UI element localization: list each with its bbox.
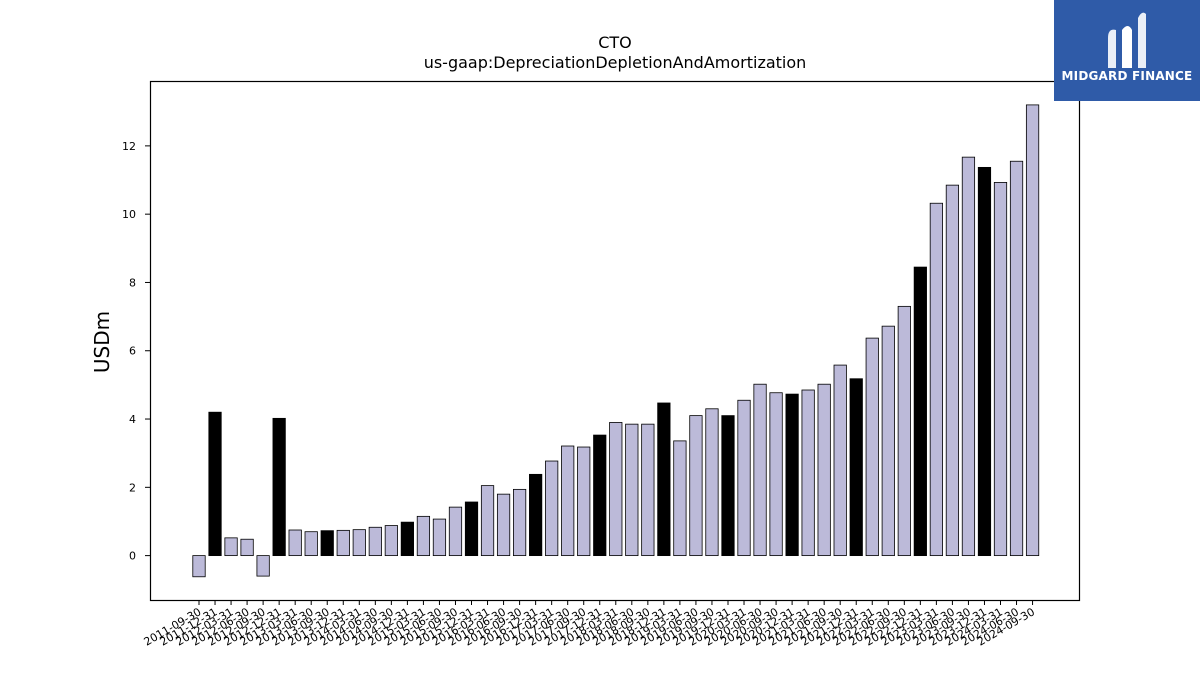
bar	[961, 156, 976, 557]
bar	[849, 378, 863, 557]
y-tick-label: 6	[129, 345, 136, 358]
bar	[929, 202, 943, 557]
midgard-logo-icon	[1108, 12, 1146, 68]
bar	[272, 417, 286, 557]
bar	[769, 392, 783, 557]
bar	[785, 393, 799, 557]
bar	[432, 518, 447, 557]
bar	[336, 529, 350, 557]
bar	[945, 184, 960, 557]
bar	[416, 515, 431, 557]
bar	[625, 423, 639, 557]
bar	[192, 555, 206, 578]
chart-title: CTO	[598, 33, 632, 52]
bar	[545, 460, 559, 557]
bar	[561, 445, 575, 557]
bar	[320, 530, 334, 557]
bar	[304, 531, 318, 557]
bar	[977, 166, 992, 557]
bar	[1009, 160, 1024, 557]
bar	[897, 305, 911, 557]
bar	[913, 266, 927, 557]
bar	[288, 529, 302, 557]
bar	[464, 501, 479, 557]
plot-frame	[149, 80, 1081, 602]
bar	[609, 422, 623, 557]
bar	[513, 488, 527, 557]
bar	[865, 337, 879, 557]
bar	[673, 440, 687, 557]
chart-subtitle: us-gaap:DepreciationDepletionAndAmortiza…	[424, 53, 807, 72]
brand-logo: MIDGARD FINANCE	[1054, 0, 1200, 101]
brand-name: MIDGARD FINANCE	[1061, 69, 1193, 83]
bar	[352, 529, 366, 557]
bar	[496, 493, 511, 557]
bar	[529, 473, 543, 557]
bar	[368, 526, 382, 557]
bar	[881, 325, 895, 557]
y-tick-label: 12	[122, 140, 136, 153]
bar	[753, 383, 767, 557]
bar	[208, 411, 222, 557]
bar	[240, 538, 254, 557]
y-tick-label: 0	[129, 550, 136, 563]
bar	[448, 506, 463, 557]
y-tick-label: 8	[129, 276, 136, 289]
y-axis-label: USDm	[90, 311, 114, 373]
y-tick-label: 2	[129, 481, 136, 494]
bar	[737, 399, 751, 557]
bar	[480, 485, 495, 557]
y-tick-label: 10	[122, 208, 136, 221]
bar	[705, 408, 719, 557]
bar	[400, 521, 414, 557]
bar	[384, 525, 398, 557]
bar	[817, 383, 831, 557]
bar	[833, 364, 847, 557]
bar	[256, 555, 270, 577]
bar	[1025, 104, 1040, 557]
bar	[593, 434, 607, 557]
bar	[641, 423, 655, 557]
bar	[801, 389, 815, 557]
bar	[657, 402, 671, 557]
bar	[993, 182, 1008, 557]
bar	[689, 415, 703, 557]
bar	[721, 415, 735, 557]
plot-area: 0246810122011-09-302011-12-312012-03-312…	[122, 104, 1040, 649]
bar	[224, 537, 238, 557]
y-tick-label: 4	[129, 413, 136, 426]
bar	[577, 446, 591, 557]
